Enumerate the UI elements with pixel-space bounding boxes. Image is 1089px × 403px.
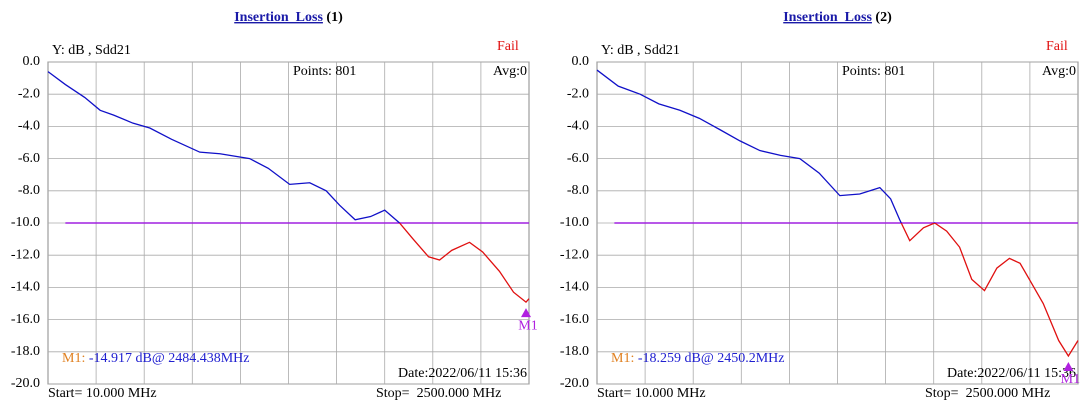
readout-value: -14.917 dB@ 2484.438MHz (89, 351, 250, 366)
avg-info: Avg:0 (493, 64, 527, 79)
y-tick-label: -16.0 (11, 312, 40, 327)
marker-label: M1 (518, 318, 537, 333)
y-tick-label: -2.0 (18, 86, 40, 101)
trace (596, 69, 1079, 358)
stop-info: Stop= 2500.000 MHz (376, 386, 501, 401)
y-tick-label: -20.0 (11, 376, 40, 391)
start-info: Start= 10.000 MHz (597, 386, 706, 401)
y-tick-label: -14.0 (560, 280, 589, 295)
title-text: Insertion_Loss (783, 10, 872, 25)
y-tick-label: -6.0 (567, 151, 589, 166)
y-tick-label: -18.0 (11, 344, 40, 359)
date-info: Date:2022/06/11 15:36 (947, 366, 1076, 381)
y-tick-label: -10.0 (560, 215, 589, 230)
chart-title: Insertion_Loss (1) (234, 10, 343, 25)
y-tick-label: -2.0 (567, 86, 589, 101)
y-tick-label: -4.0 (567, 119, 589, 134)
stop-info: Stop= 2500.000 MHz (925, 386, 1050, 401)
status: Fail (1046, 39, 1068, 54)
y-tick-label: -14.0 (11, 280, 40, 295)
y-tick-label: -8.0 (567, 183, 589, 198)
points-info: Points: 801 (293, 64, 356, 79)
y-axis-label: Y: dB , Sdd21 (52, 43, 131, 58)
status: Fail (497, 39, 519, 54)
y-tick-label: -20.0 (560, 376, 589, 391)
chart-panel: Insertion_Loss (2) 0.0 -2.0 -4.0 -6.0 -8.0 -10… (560, 10, 1080, 401)
readout-value: -18.259 dB@ 2450.2MHz (638, 351, 785, 366)
readout-label: M1: (62, 351, 85, 366)
y-tick-label: -12.0 (11, 247, 40, 262)
title-suffix: (1) (326, 10, 343, 25)
y-tick-label: -16.0 (560, 312, 589, 327)
marker (1063, 361, 1074, 371)
start-info: Start= 10.000 MHz (48, 386, 157, 401)
y-tick-label: -10.0 (11, 215, 40, 230)
marker (520, 308, 531, 318)
title-text: Insertion_Loss (234, 10, 323, 25)
y-tick-label: -8.0 (18, 183, 40, 198)
y-tick-label: -12.0 (560, 247, 589, 262)
marker-readout: M1: -14.917 dB@ 2484.438MHz (62, 351, 250, 366)
y-tick-label: -6.0 (18, 151, 40, 166)
date-info: Date:2022/06/11 15:36 (398, 366, 527, 381)
chart-title: Insertion_Loss (2) (783, 10, 892, 25)
marker-label: M1 (1061, 372, 1080, 387)
y-tick-label: 0.0 (572, 54, 590, 69)
trace (47, 71, 530, 304)
readout-label: M1: (611, 351, 634, 366)
y-tick-label: 0.0 (23, 54, 41, 69)
chart-panel: Insertion_Loss (1) 0.0 -2.0 -4.0 -6.0 -8.0 -10… (11, 10, 538, 401)
points-info: Points: 801 (842, 64, 905, 79)
title-suffix: (2) (875, 10, 892, 25)
avg-info: Avg:0 (1042, 64, 1076, 79)
y-axis-label: Y: dB , Sdd21 (601, 43, 680, 58)
y-tick-label: -18.0 (560, 344, 589, 359)
marker-readout: M1: -18.259 dB@ 2450.2MHz (611, 351, 785, 366)
y-tick-label: -4.0 (18, 119, 40, 134)
